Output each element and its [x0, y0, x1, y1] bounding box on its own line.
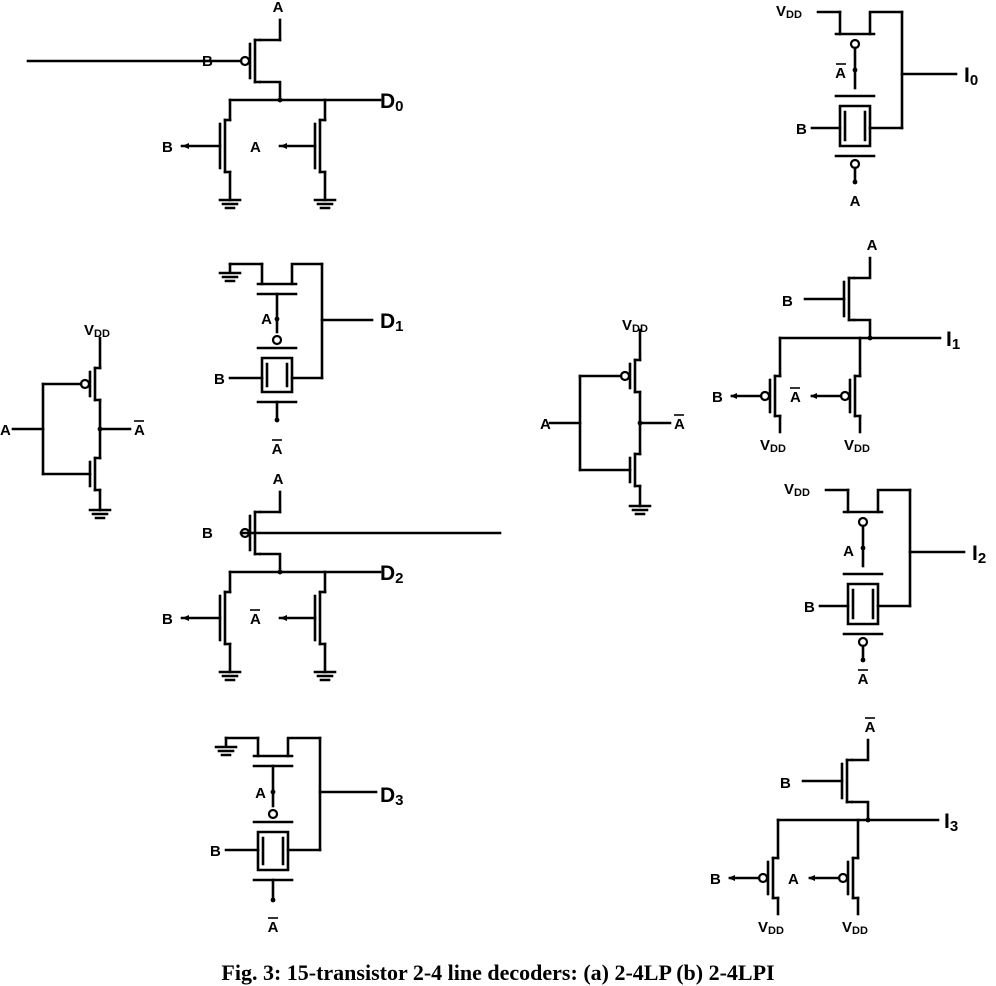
output-abar-label: A — [674, 416, 685, 433]
gate-b-label: B — [780, 775, 791, 792]
nmos-right-label: A — [250, 139, 261, 156]
top-input-label: A — [865, 719, 876, 736]
output-i0: I0 — [964, 64, 978, 89]
gate-a-label: A — [261, 311, 272, 328]
tg-b-label: B — [804, 599, 815, 616]
output-i2: I2 — [972, 542, 986, 567]
nmos-left-label: B — [162, 611, 173, 628]
block-i2: VDD A B A I2 — [784, 481, 986, 688]
tg-b-label: B — [210, 843, 221, 860]
block-d3: A B A D3 — [210, 736, 404, 936]
vdd-label: VDD — [844, 437, 870, 455]
pmos-right-label: A — [788, 871, 799, 888]
gate-lower-label: A — [850, 193, 861, 210]
output-abar-label: A — [134, 422, 145, 439]
gate-upper-label: A — [843, 543, 854, 560]
gate-b-label: B — [782, 293, 793, 310]
output-d1: D1 — [380, 310, 404, 335]
gate-b-label: B — [202, 53, 213, 70]
vdd-label: VDD — [842, 919, 868, 937]
gate-b-label: B — [202, 525, 213, 542]
nmos-left-label: B — [162, 139, 173, 156]
block-d1: A B A D1 — [214, 262, 404, 458]
pmos-left-label: B — [710, 871, 721, 888]
pmos-right-label: A — [790, 389, 801, 406]
top-input-label: A — [273, 471, 284, 488]
gate-a-label: A — [255, 785, 266, 802]
tg-b-label: B — [796, 121, 807, 138]
input-a-label: A — [540, 416, 551, 433]
output-i1: I1 — [946, 328, 960, 353]
top-input-label: A — [867, 237, 878, 254]
vdd-label: VDD — [776, 3, 802, 21]
vdd-label: VDD — [622, 317, 648, 335]
output-d3: D3 — [380, 784, 404, 809]
output-d0: D0 — [380, 90, 404, 115]
block-i0: VDD A B A I0 — [776, 3, 978, 210]
vdd-label: VDD — [758, 919, 784, 937]
top-input-label: A — [273, 0, 284, 16]
gate-abar-label: A — [272, 441, 283, 458]
nmos-right-label: A — [250, 611, 261, 628]
inverter-b: VDD A A — [540, 317, 685, 516]
inverter-a: VDD A A — [0, 322, 145, 520]
output-i3: I3 — [944, 810, 958, 835]
vdd-label: VDD — [760, 437, 786, 455]
vdd-label: VDD — [84, 322, 110, 340]
vdd-label: VDD — [784, 481, 810, 499]
gate-lower-label: A — [858, 671, 869, 688]
block-d2: A B B A D2 — [162, 471, 502, 682]
output-d2: D2 — [380, 562, 404, 587]
input-a-label: A — [0, 422, 11, 439]
pmos-left-label: B — [712, 389, 723, 406]
gate-upper-label: A — [835, 65, 846, 82]
tg-b-label: B — [214, 371, 225, 388]
block-i3: A B B VDD A VDD I3 — [710, 717, 958, 937]
block-i1: A B B VDD A VDD I1 — [712, 237, 960, 455]
block-d0: A B B A D0 — [26, 0, 404, 210]
gate-abar-label: A — [268, 919, 279, 936]
figure-caption: Fig. 3: 15-transistor 2-4 line decoders:… — [221, 960, 774, 985]
